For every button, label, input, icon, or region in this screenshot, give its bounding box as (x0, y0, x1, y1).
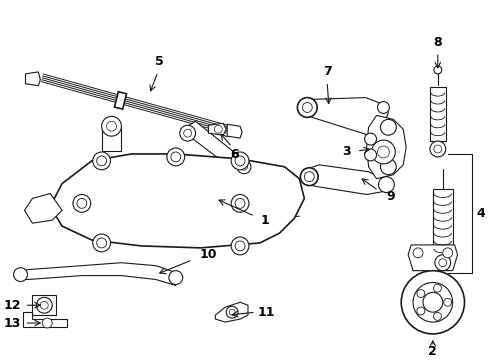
Circle shape (235, 198, 245, 208)
Polygon shape (24, 194, 62, 223)
Circle shape (297, 98, 317, 117)
Polygon shape (101, 126, 122, 151)
Circle shape (93, 152, 111, 170)
Circle shape (401, 271, 465, 334)
Circle shape (184, 129, 192, 137)
Circle shape (214, 125, 222, 133)
Circle shape (93, 234, 111, 252)
Text: 8: 8 (434, 36, 442, 49)
Polygon shape (215, 302, 248, 322)
Circle shape (97, 156, 106, 166)
Polygon shape (18, 263, 179, 285)
Bar (430, 87, 446, 141)
Text: 12: 12 (4, 299, 22, 312)
Polygon shape (208, 123, 226, 135)
Circle shape (169, 271, 183, 284)
Circle shape (365, 149, 376, 161)
Circle shape (73, 194, 91, 212)
Circle shape (413, 283, 453, 322)
Text: 11: 11 (258, 306, 275, 319)
Polygon shape (367, 116, 406, 179)
Circle shape (231, 194, 249, 212)
Circle shape (439, 259, 447, 267)
Text: 6: 6 (230, 148, 239, 161)
Polygon shape (307, 165, 389, 194)
Circle shape (304, 172, 314, 182)
Text: 4: 4 (476, 207, 485, 220)
Circle shape (430, 141, 446, 157)
Circle shape (377, 102, 390, 113)
Circle shape (417, 307, 425, 315)
Circle shape (14, 268, 27, 282)
Circle shape (77, 198, 87, 208)
Text: 2: 2 (428, 345, 437, 358)
Circle shape (300, 168, 318, 186)
Circle shape (167, 148, 185, 166)
Circle shape (417, 289, 425, 297)
Bar (32, 295, 56, 315)
Circle shape (97, 238, 106, 248)
Circle shape (380, 120, 396, 135)
Polygon shape (184, 121, 248, 175)
Circle shape (444, 298, 452, 306)
Circle shape (231, 152, 249, 170)
Circle shape (226, 306, 238, 318)
Polygon shape (302, 98, 389, 135)
Text: 5: 5 (155, 55, 163, 68)
Circle shape (36, 297, 52, 313)
Text: 1: 1 (260, 214, 269, 227)
Circle shape (413, 248, 423, 258)
Polygon shape (50, 154, 304, 248)
Text: 3: 3 (343, 145, 351, 158)
Circle shape (434, 284, 441, 292)
Circle shape (434, 312, 441, 320)
Circle shape (435, 255, 451, 271)
Circle shape (101, 116, 122, 136)
Bar (433, 189, 453, 258)
Circle shape (380, 159, 396, 175)
Polygon shape (115, 92, 126, 109)
Circle shape (434, 66, 442, 74)
Circle shape (231, 237, 249, 255)
Circle shape (235, 156, 245, 166)
Text: 9: 9 (386, 190, 394, 203)
Circle shape (229, 309, 235, 315)
Polygon shape (25, 72, 40, 86)
Circle shape (241, 163, 247, 170)
Polygon shape (227, 124, 242, 138)
Circle shape (378, 177, 394, 193)
Circle shape (106, 121, 117, 131)
Circle shape (371, 140, 395, 164)
Text: 13: 13 (4, 316, 22, 329)
Text: 7: 7 (323, 66, 331, 78)
Polygon shape (408, 245, 458, 271)
Circle shape (180, 125, 196, 141)
Circle shape (237, 160, 251, 174)
Circle shape (434, 145, 442, 153)
Circle shape (235, 241, 245, 251)
Circle shape (423, 292, 443, 312)
Circle shape (171, 152, 181, 162)
Polygon shape (23, 312, 67, 327)
Circle shape (365, 133, 376, 145)
Circle shape (377, 146, 390, 158)
Circle shape (443, 248, 453, 258)
Circle shape (40, 301, 48, 309)
Text: 10: 10 (199, 248, 217, 261)
Circle shape (302, 103, 312, 112)
Circle shape (42, 318, 52, 328)
